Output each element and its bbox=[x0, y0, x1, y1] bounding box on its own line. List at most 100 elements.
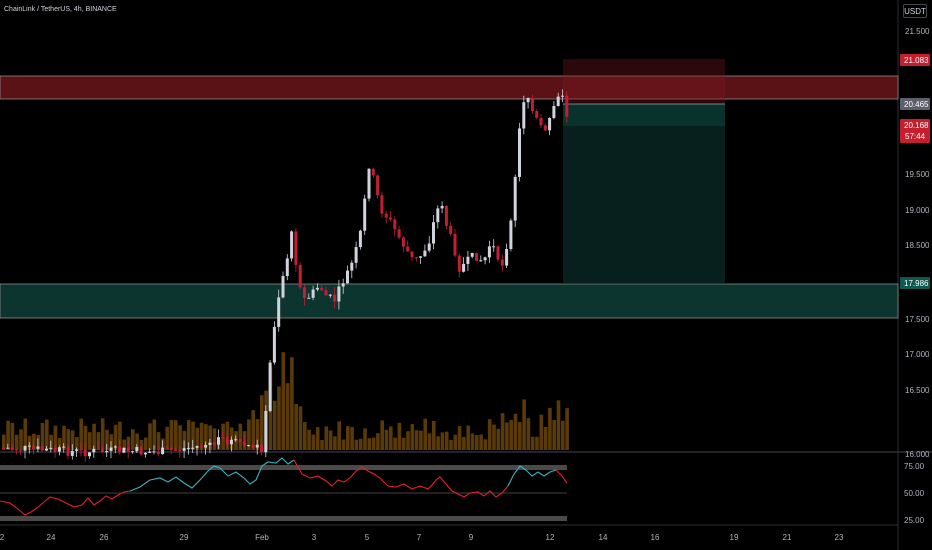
volume-bar bbox=[410, 424, 415, 450]
volume-bar bbox=[131, 429, 135, 450]
entry-price-label: 20.465 bbox=[904, 100, 929, 109]
volume-bar bbox=[40, 422, 45, 450]
volume-bar bbox=[354, 439, 359, 450]
time-tick: 26 bbox=[100, 533, 109, 542]
candle-body bbox=[432, 222, 435, 244]
volume-bar bbox=[384, 429, 389, 450]
volume-bar bbox=[337, 421, 341, 450]
candle-body bbox=[152, 451, 156, 453]
countdown-label: 57:44 bbox=[905, 132, 926, 141]
candle-body bbox=[535, 111, 539, 118]
volume-bar bbox=[135, 433, 139, 450]
candle-body bbox=[139, 447, 143, 455]
position-target-area[interactable] bbox=[563, 104, 725, 284]
candle-body bbox=[509, 220, 513, 250]
volume-bar bbox=[303, 422, 307, 450]
candle-body bbox=[470, 252, 474, 257]
currency-button[interactable]: USDT bbox=[903, 4, 927, 18]
volume-bar bbox=[475, 435, 479, 450]
candle-body bbox=[277, 297, 281, 327]
volume-bar bbox=[363, 428, 367, 450]
volume-bar bbox=[294, 403, 298, 450]
support-zone[interactable] bbox=[0, 283, 899, 319]
candle-body bbox=[234, 439, 238, 441]
last-price-label-bg bbox=[900, 119, 930, 143]
volume-bar bbox=[96, 432, 101, 450]
resistance-zone[interactable] bbox=[0, 75, 899, 100]
volume-bar bbox=[191, 421, 195, 450]
time-tick: 12 bbox=[546, 533, 555, 542]
volume-bar bbox=[479, 434, 483, 450]
candle-body bbox=[19, 450, 23, 452]
candle-body bbox=[247, 445, 251, 447]
volume-bar bbox=[156, 432, 161, 450]
volume-bar bbox=[2, 434, 6, 450]
candle-body bbox=[32, 445, 36, 449]
candle-body bbox=[354, 247, 358, 263]
candle-body bbox=[380, 195, 384, 214]
candle-body bbox=[49, 447, 53, 449]
volume-bar bbox=[505, 422, 509, 450]
position-stop-area[interactable] bbox=[563, 59, 725, 104]
candle-body bbox=[191, 447, 195, 449]
candle-body bbox=[526, 97, 530, 103]
resistance-price-label: 21.083 bbox=[904, 56, 929, 65]
candle-body bbox=[53, 447, 57, 452]
candle-body bbox=[96, 448, 100, 450]
candle-body bbox=[462, 263, 466, 272]
volume-bar bbox=[19, 429, 23, 450]
candle-body bbox=[444, 205, 448, 226]
candle-body bbox=[303, 287, 306, 298]
candle-body bbox=[161, 447, 165, 455]
candle-body bbox=[100, 449, 104, 453]
candle-body bbox=[337, 286, 341, 302]
time-tick: 2 bbox=[0, 533, 5, 542]
candle-body bbox=[475, 252, 478, 261]
candle-body bbox=[561, 95, 564, 97]
candle-body bbox=[371, 168, 375, 176]
candle-body bbox=[565, 95, 569, 117]
volume-bar bbox=[307, 429, 311, 450]
candle-body bbox=[204, 445, 208, 448]
price-tick: 19.500 bbox=[905, 170, 930, 179]
symbol-title[interactable]: ChainLink / TetherUS, 4h, BINANCE bbox=[4, 6, 117, 13]
volume-bar bbox=[419, 430, 423, 450]
candle-body bbox=[83, 449, 87, 457]
candle-body bbox=[427, 243, 431, 251]
volume-bar bbox=[350, 426, 354, 450]
volume-bar bbox=[298, 406, 303, 450]
volume-bar bbox=[367, 438, 372, 450]
volume-bar bbox=[324, 426, 329, 450]
candle-body bbox=[376, 175, 380, 196]
volume-bar bbox=[290, 357, 294, 450]
volume-bar bbox=[105, 429, 109, 450]
volume-bar bbox=[174, 420, 178, 450]
volume-bar bbox=[178, 425, 182, 450]
volume-bar bbox=[122, 439, 126, 450]
volume-bar bbox=[389, 426, 393, 450]
time-scale[interactable]: 2 24 26 29 Feb 3 5 7 9 12 14 16 19 21 23 bbox=[0, 533, 844, 542]
candle-body bbox=[496, 246, 500, 260]
volume-bar bbox=[328, 430, 333, 450]
volume-bar bbox=[466, 425, 470, 450]
candle-body bbox=[440, 205, 444, 209]
candle-body bbox=[298, 264, 302, 288]
price-scale[interactable]: 21.500 19.500 19.000 18.500 17.500 17.00… bbox=[900, 27, 930, 525]
candle-body bbox=[500, 259, 504, 266]
volume-bar bbox=[255, 419, 260, 450]
volume-bar bbox=[53, 425, 58, 450]
volume-bar bbox=[539, 414, 544, 450]
volume-bar bbox=[492, 424, 496, 450]
price-tick: 17.500 bbox=[905, 315, 930, 324]
candle-body bbox=[449, 225, 453, 234]
candle-body bbox=[556, 96, 560, 107]
candle-body bbox=[165, 447, 169, 449]
volume-bar bbox=[487, 419, 492, 450]
rsi-lower-band bbox=[0, 516, 567, 521]
volume-bar bbox=[346, 426, 350, 450]
volume-bar bbox=[535, 436, 539, 450]
volume-bar bbox=[315, 427, 320, 450]
volume-bar bbox=[462, 437, 466, 450]
candle-body bbox=[79, 449, 83, 451]
